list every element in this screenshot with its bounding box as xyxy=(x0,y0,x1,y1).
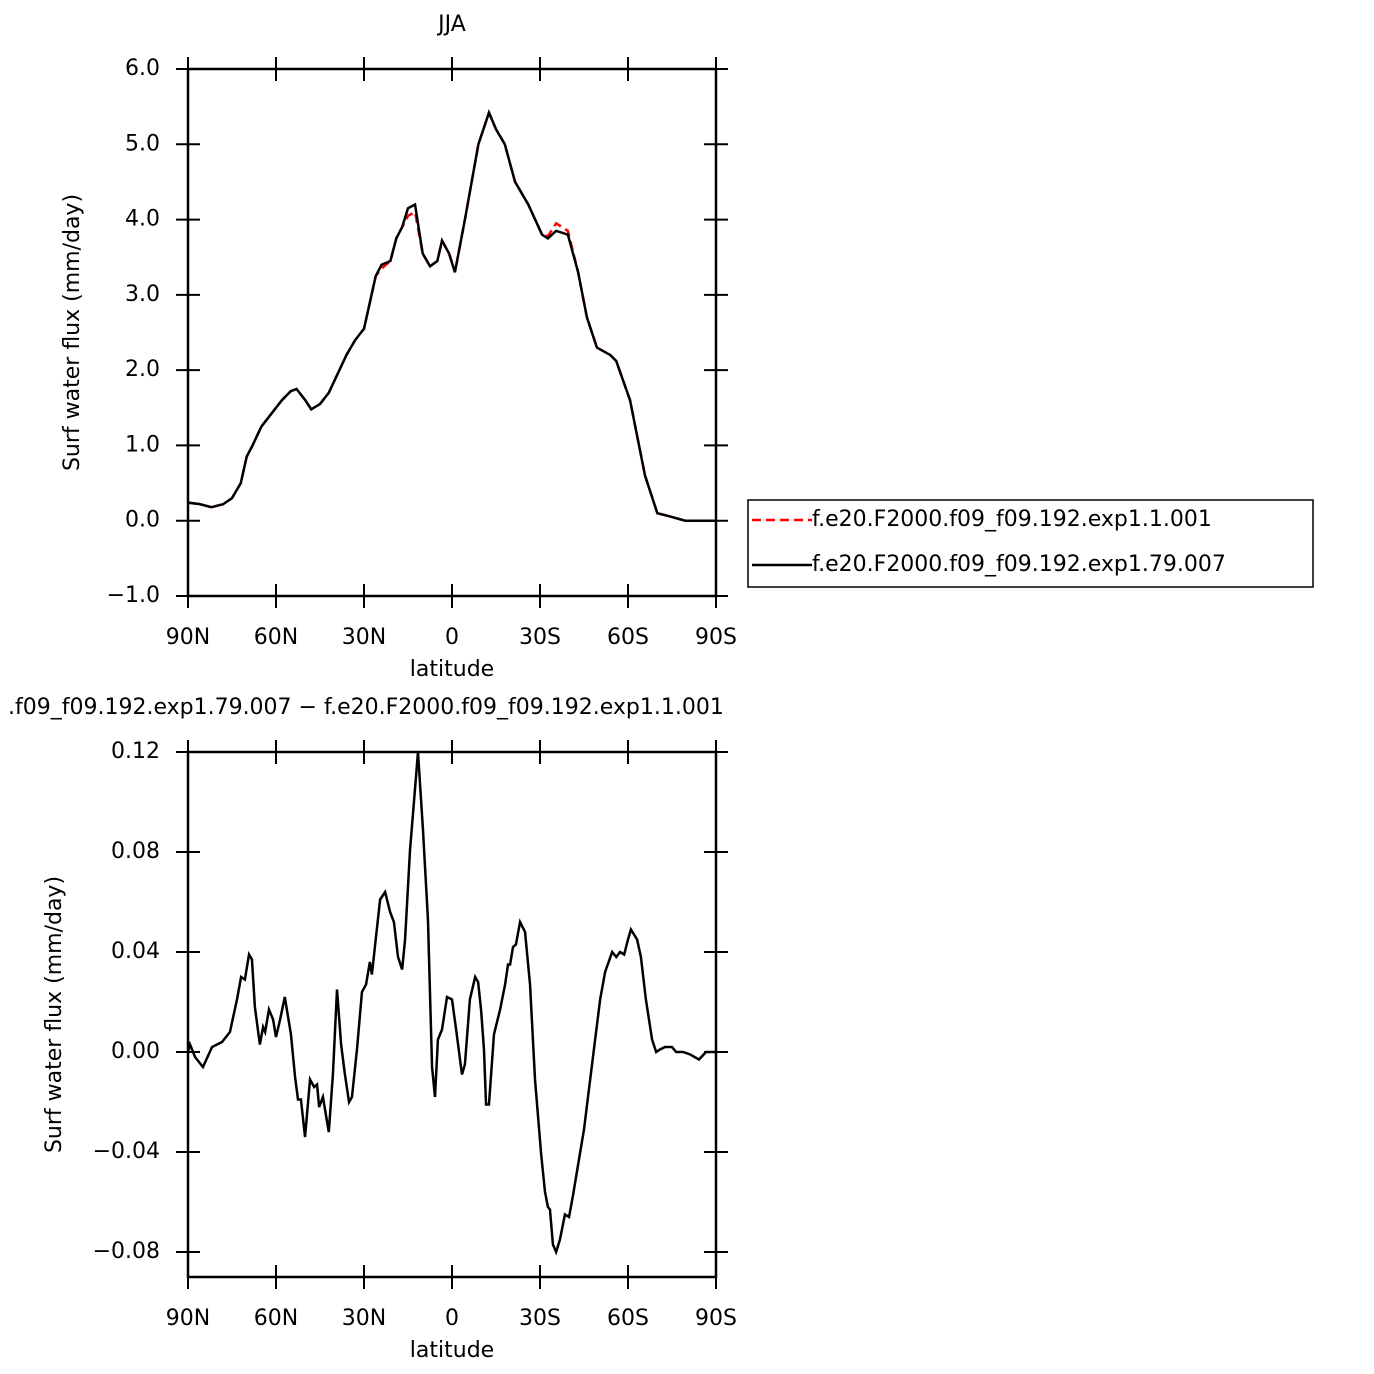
y-tick-label: −0.04 xyxy=(93,1139,160,1164)
y-tick-label: 1.0 xyxy=(125,432,160,457)
y-tick-label: 6.0 xyxy=(125,56,160,81)
x-tick-label: 60S xyxy=(607,1306,649,1331)
plot-frame xyxy=(186,750,718,1279)
y-tick-label: 3.0 xyxy=(125,282,160,307)
legend-box xyxy=(747,499,1314,588)
x-tick-label: 90N xyxy=(166,1306,210,1331)
legend-label: f.e20.F2000.f09_f09.192.exp1.79.007 xyxy=(812,552,1226,577)
x-tick-label: 90S xyxy=(695,1306,737,1331)
y-tick-label: 0.08 xyxy=(111,839,160,864)
y-tick-label: 5.0 xyxy=(125,131,160,156)
x-tick-label: 90N xyxy=(166,625,210,650)
y-tick-label: 0.0 xyxy=(125,508,160,533)
y-tick-label: 4.0 xyxy=(125,207,160,232)
y-tick-label: 0.00 xyxy=(111,1039,160,1064)
x-tick-label: 30S xyxy=(519,1306,561,1331)
x-tick-label: 60N xyxy=(254,1306,298,1331)
x-tick-label: 30N xyxy=(342,625,386,650)
chart-title: JJA xyxy=(436,12,466,37)
data-line xyxy=(186,751,716,1256)
x-tick-label: 0 xyxy=(445,625,459,650)
y-axis-label: Surf water flux (mm/day) xyxy=(42,876,67,1153)
x-tick-label: 60N xyxy=(254,625,298,650)
data-line xyxy=(187,109,716,522)
y-tick-label: −1.0 xyxy=(107,583,160,608)
plot-frame xyxy=(186,67,718,598)
x-axis-label: latitude xyxy=(410,1338,494,1363)
x-tick-label: 60S xyxy=(607,625,649,650)
data-line xyxy=(187,109,716,522)
y-tick-label: −0.08 xyxy=(93,1239,160,1264)
chart-title: .f09_f09.192.exp1.79.007 − f.e20.F2000.f… xyxy=(8,695,724,720)
legend-label: f.e20.F2000.f09_f09.192.exp1.1.001 xyxy=(812,507,1212,532)
x-axis-label: latitude xyxy=(410,657,494,682)
x-tick-label: 30S xyxy=(519,625,561,650)
y-tick-label: 0.12 xyxy=(111,739,160,764)
y-tick-label: 2.0 xyxy=(125,357,160,382)
x-tick-label: 30N xyxy=(342,1306,386,1331)
y-tick-label: 0.04 xyxy=(111,939,160,964)
y-axis-label: Surf water flux (mm/day) xyxy=(60,194,85,471)
x-tick-label: 90S xyxy=(695,625,737,650)
x-tick-label: 0 xyxy=(445,1306,459,1331)
